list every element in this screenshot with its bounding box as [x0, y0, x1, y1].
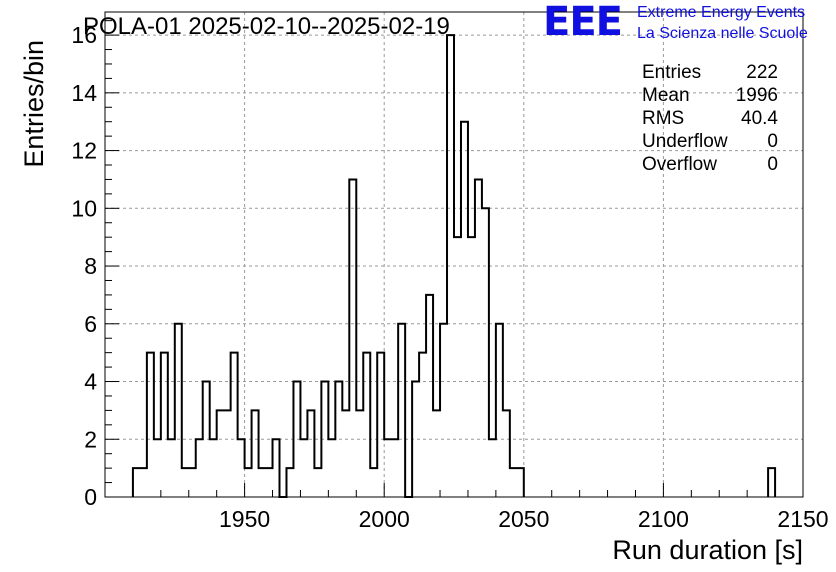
stats-label: Overflow [642, 154, 717, 175]
histogram-bin [286, 468, 293, 497]
histogram-bin [182, 468, 189, 497]
histogram-bin [238, 439, 245, 497]
histogram-bin [461, 122, 468, 497]
x-tick-label: 2150 [777, 506, 828, 532]
histogram-bin [342, 410, 349, 497]
y-tick-label: 12 [71, 138, 97, 164]
stats-value: 0 [767, 154, 778, 175]
histogram-bin [398, 324, 405, 497]
histogram-bin [433, 410, 440, 497]
histogram-bin [349, 179, 356, 497]
histogram-bin [370, 468, 377, 497]
stats-label: Mean [642, 85, 690, 106]
histogram-bin [468, 237, 475, 497]
chart-title: POLA-01 2025-02-10--2025-02-19 [83, 13, 450, 40]
histogram-bin [440, 324, 447, 497]
histogram-bin [133, 468, 140, 497]
histogram-bin [517, 468, 524, 497]
histogram-bin [300, 439, 307, 497]
stats-label: Underflow [642, 131, 728, 152]
histogram-bin [768, 468, 775, 497]
histogram-bin [391, 439, 398, 497]
histogram-bin [307, 410, 314, 497]
y-tick-label: 0 [84, 484, 97, 510]
eee-logo: EEE [543, 0, 623, 45]
histogram-bin [356, 410, 363, 497]
y-tick-label: 10 [71, 195, 97, 221]
histogram-bin [224, 410, 231, 497]
histogram-bin [426, 295, 433, 497]
stats-label: Entries [642, 62, 701, 83]
y-tick-label: 4 [84, 369, 97, 395]
histogram-bin [140, 468, 147, 497]
x-axis-label: Run duration [s] [612, 535, 803, 565]
histogram-bin [482, 208, 489, 497]
histogram-bin [314, 468, 321, 497]
histogram-bin [328, 439, 335, 497]
stats-value: 40.4 [741, 108, 778, 129]
y-tick-label: 16 [71, 22, 97, 48]
histogram-bin [384, 439, 391, 497]
stats-label: RMS [642, 108, 684, 129]
histogram-bin [161, 353, 168, 497]
x-tick-label: 2100 [638, 506, 689, 532]
histogram-bin [273, 439, 280, 497]
histogram-bin [175, 324, 182, 497]
histogram-bin [168, 439, 175, 497]
y-tick-label: 8 [84, 253, 97, 279]
y-tick-label: 14 [71, 80, 97, 106]
histogram-bin [496, 324, 503, 497]
histogram-bin [377, 353, 384, 497]
histogram-bin [252, 410, 259, 497]
histogram-bin [189, 468, 196, 497]
histogram-bin [147, 353, 154, 497]
histogram-bin [259, 468, 266, 497]
histogram-bin [217, 410, 224, 497]
logo-line-1: Extreme Energy Events [637, 4, 806, 21]
histogram-bin [266, 468, 273, 497]
histogram-bin [154, 439, 161, 497]
y-tick-label: 2 [84, 426, 97, 452]
histogram-bin [196, 439, 203, 497]
y-tick-label: 6 [84, 311, 97, 337]
stats-value: 0 [767, 131, 778, 152]
histogram-bin [475, 179, 482, 497]
y-axis-label: Entries/bin [19, 40, 49, 168]
histogram-outline [131, 34, 777, 498]
stats-value: 222 [746, 62, 778, 83]
histogram-bin [210, 439, 217, 497]
x-tick-label: 2050 [498, 506, 549, 532]
histogram-bin [489, 439, 496, 497]
histogram-bin [503, 410, 510, 497]
plot-frame [104, 11, 804, 498]
histogram-bin [245, 468, 252, 497]
histogram-bin [231, 353, 238, 497]
x-tick-label: 1950 [219, 506, 270, 532]
x-tick-label: 2000 [359, 506, 410, 532]
histogram-bin [510, 468, 517, 497]
logo-line-2: La Scienza nelle Scuole [637, 25, 808, 42]
histogram-bin [363, 353, 370, 497]
histogram-bin [454, 237, 461, 497]
histogram-bin [419, 353, 426, 497]
stats-value: 1996 [736, 85, 778, 106]
